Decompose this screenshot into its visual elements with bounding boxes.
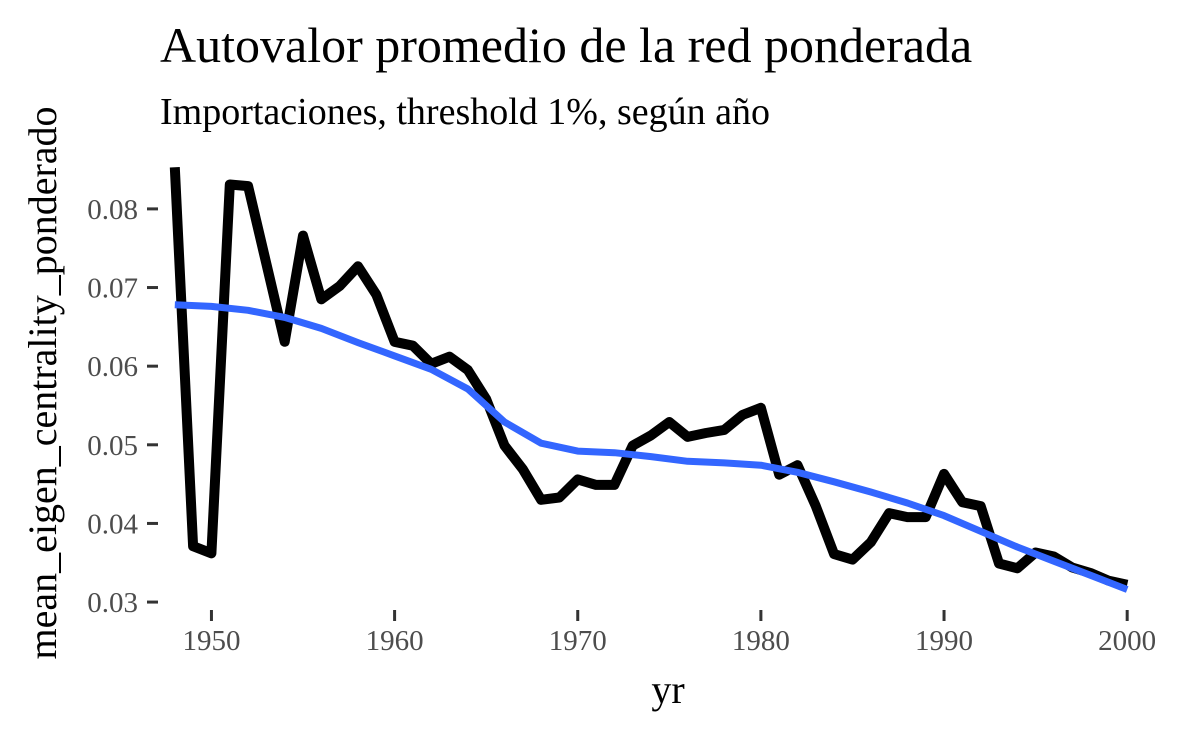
- y-tick-label: 0.04: [87, 508, 138, 540]
- x-tick-label: 2000: [1098, 625, 1156, 657]
- y-tick-label: 0.06: [87, 351, 138, 383]
- y-tick-label: 0.08: [87, 194, 138, 226]
- y-tick-label: 0.05: [87, 430, 138, 462]
- series-line-smoothed: [174, 301, 1129, 593]
- series-line-observed: [169, 166, 1129, 590]
- chart-title: Autovalor promedio de la red ponderada: [160, 17, 972, 73]
- y-tick-label: 0.03: [87, 587, 138, 619]
- y-tick-label: 0.07: [87, 273, 138, 305]
- chart-subtitle: Importaciones, threshold 1%, según año: [160, 91, 770, 133]
- plot-area: [169, 166, 1129, 593]
- y-axis-title: mean_eigen_centrality_ponderado: [20, 106, 65, 659]
- x-tick-label: 1960: [366, 625, 424, 657]
- x-tick-label: 1980: [732, 625, 790, 657]
- x-tick-label: 1990: [915, 625, 973, 657]
- x-tick-label: 1970: [549, 625, 607, 657]
- x-tick-label: 1950: [182, 625, 240, 657]
- x-axis: 1950 1960 1970 1980 1990 2000: [182, 610, 1156, 657]
- x-axis-title: yr: [651, 667, 684, 712]
- y-axis: 0.03 0.04 0.05 0.06 0.07 0.08: [87, 194, 158, 619]
